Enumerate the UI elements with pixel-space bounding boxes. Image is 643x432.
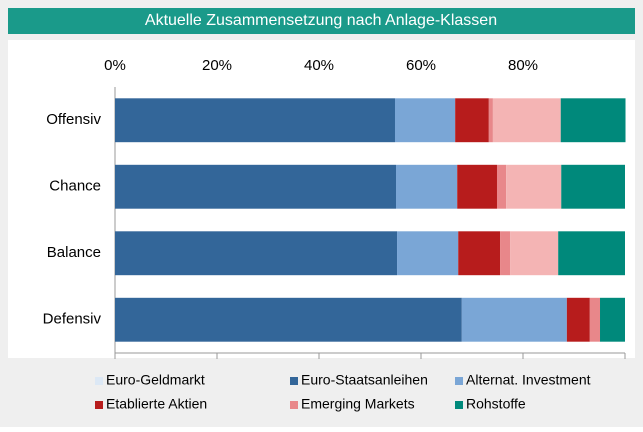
y-tick-label: Chance (49, 178, 101, 195)
legend-label: Euro-Staatsanleihen (301, 372, 428, 388)
legend-label: Alternat. Investment (466, 372, 591, 388)
bar-segment (492, 98, 561, 143)
bar-segment (455, 98, 489, 143)
bar-segment (115, 297, 462, 342)
legend-label: Rohstoffe (466, 396, 526, 412)
bar-segment (115, 164, 397, 209)
chart-title: Aktuelle Zusammensetzung nach Anlage-Kla… (145, 12, 497, 29)
legend-swatch (455, 401, 463, 409)
bar-segment (558, 231, 625, 276)
x-tick-label: 80% (508, 57, 538, 74)
x-tick-label: 40% (304, 57, 334, 74)
x-tick-label: 20% (202, 57, 232, 74)
bar-segment (600, 297, 625, 342)
bar-segment (394, 98, 456, 143)
bar-segment (457, 164, 497, 209)
bar-segment (396, 164, 458, 209)
x-tick-label: 60% (406, 57, 436, 74)
legend-swatch (290, 377, 298, 385)
legend-swatch (455, 377, 463, 385)
bar-segment (461, 297, 567, 342)
bar-segment (506, 164, 562, 209)
y-tick-label: Offensiv (46, 111, 101, 128)
bar-segment (397, 231, 459, 276)
bar-segment (500, 231, 511, 276)
y-tick-label: Balance (47, 244, 101, 261)
bar-segment (115, 231, 398, 276)
legend-label: Etablierte Aktien (106, 396, 207, 412)
bar-segment (496, 164, 507, 209)
bar-segment (589, 297, 601, 342)
y-tick-label: Defensiv (43, 311, 102, 328)
legend-label: Euro-Geldmarkt (106, 372, 205, 388)
bar-segment (560, 98, 626, 143)
legend-swatch (95, 377, 103, 385)
bar-segment (488, 98, 493, 143)
bar-segment (510, 231, 559, 276)
legend-swatch (95, 401, 103, 409)
x-tick-label: 0% (104, 57, 126, 74)
legend-label: Emerging Markets (301, 396, 415, 412)
legend-swatch (290, 401, 298, 409)
bar-segment (458, 231, 501, 276)
bar-segment (561, 164, 625, 209)
bar-segment (115, 98, 395, 143)
title-bar (8, 8, 635, 34)
bar-segment (566, 297, 590, 342)
